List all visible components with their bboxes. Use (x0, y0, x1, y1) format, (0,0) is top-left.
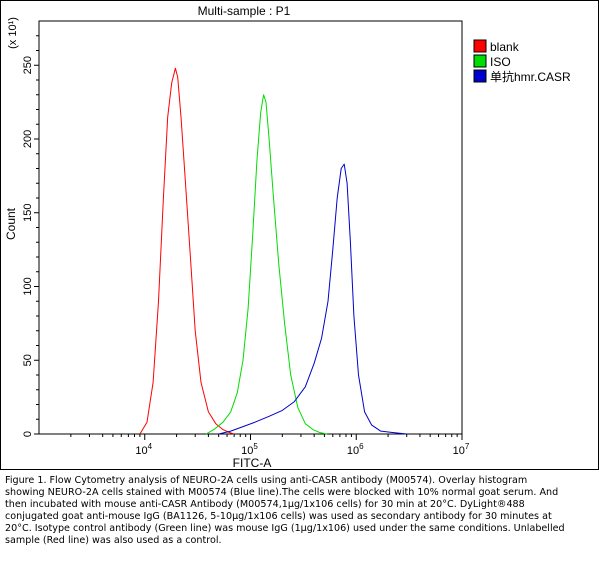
y-tick-label: 200 (22, 130, 34, 148)
chart-title: Multi-sample : P1 (198, 4, 291, 18)
y-tick-label: 250 (22, 56, 34, 74)
legend-label-3: 单抗hmr.CASR (490, 69, 571, 84)
y-tick-label: 0 (22, 431, 34, 437)
x-tick-label: 106 (347, 442, 364, 457)
legend-swatch-2 (473, 54, 487, 68)
figure-caption: Figure 1. Flow Cytometry analysis of NEU… (5, 475, 565, 547)
series-line-3 (218, 163, 407, 435)
figure-frame: Multi-sample : P1 0 50 100 150 200 250 104 105 1… (0, 0, 599, 470)
series-line-2 (205, 94, 328, 435)
y-tick-label: 150 (22, 204, 34, 222)
x-tick-label: 105 (241, 442, 258, 457)
x-tick-label: 107 (453, 442, 470, 457)
legend-label-2: ISO (490, 55, 511, 69)
y-tick-label: 50 (22, 354, 34, 366)
y-tick-label: 100 (22, 277, 34, 295)
plot-area (38, 20, 463, 435)
x-axis-label: FITC-A (233, 456, 272, 469)
legend-swatch-3 (473, 69, 487, 83)
y-multiplier-label: (x 10¹) (7, 17, 19, 49)
flow-cytometry-chart: Multi-sample : P1 0 50 100 150 200 250 104 105 1… (4, 4, 571, 469)
series-line-1 (139, 67, 235, 435)
legend-label-1: blank (490, 40, 520, 54)
x-tick-label: 104 (135, 442, 152, 457)
y-axis-label: Count (4, 207, 18, 240)
legend-swatch-1 (473, 39, 487, 53)
